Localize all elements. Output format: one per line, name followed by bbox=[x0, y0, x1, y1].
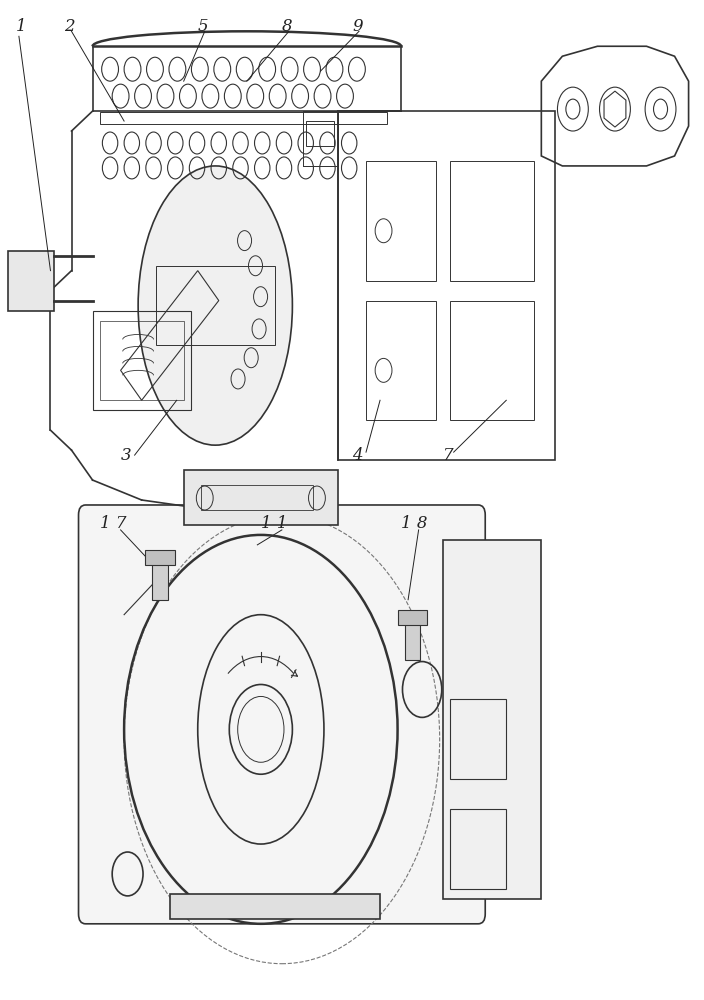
Bar bbox=[450, 161, 534, 281]
Bar bbox=[306, 121, 334, 146]
Bar bbox=[170, 894, 380, 919]
Bar bbox=[92, 311, 191, 410]
Ellipse shape bbox=[138, 166, 292, 445]
Text: 5: 5 bbox=[198, 18, 208, 35]
FancyBboxPatch shape bbox=[79, 505, 485, 924]
Bar bbox=[405, 620, 420, 660]
Bar bbox=[156, 266, 275, 345]
Bar bbox=[450, 301, 534, 420]
Text: 1 1: 1 1 bbox=[261, 515, 287, 532]
Bar bbox=[303, 111, 338, 166]
Bar bbox=[443, 540, 541, 899]
Text: 1 8: 1 8 bbox=[401, 515, 427, 532]
Bar bbox=[366, 161, 436, 281]
Bar bbox=[184, 470, 338, 525]
Text: 1 7: 1 7 bbox=[99, 515, 126, 532]
Bar bbox=[398, 610, 427, 625]
Text: 4: 4 bbox=[352, 447, 363, 464]
Bar bbox=[8, 251, 54, 311]
Bar bbox=[201, 485, 313, 510]
Bar bbox=[450, 699, 506, 779]
Text: 2: 2 bbox=[65, 18, 75, 35]
Bar bbox=[145, 550, 175, 565]
Bar bbox=[338, 111, 555, 460]
Bar bbox=[99, 112, 387, 124]
Text: 9: 9 bbox=[352, 18, 363, 35]
Text: 1: 1 bbox=[15, 18, 26, 35]
Text: 8: 8 bbox=[282, 18, 292, 35]
Bar bbox=[99, 321, 184, 400]
Text: 7: 7 bbox=[443, 447, 454, 464]
Text: 3: 3 bbox=[120, 447, 131, 464]
Bar bbox=[366, 301, 436, 420]
Bar bbox=[152, 560, 168, 600]
Bar bbox=[450, 809, 506, 889]
